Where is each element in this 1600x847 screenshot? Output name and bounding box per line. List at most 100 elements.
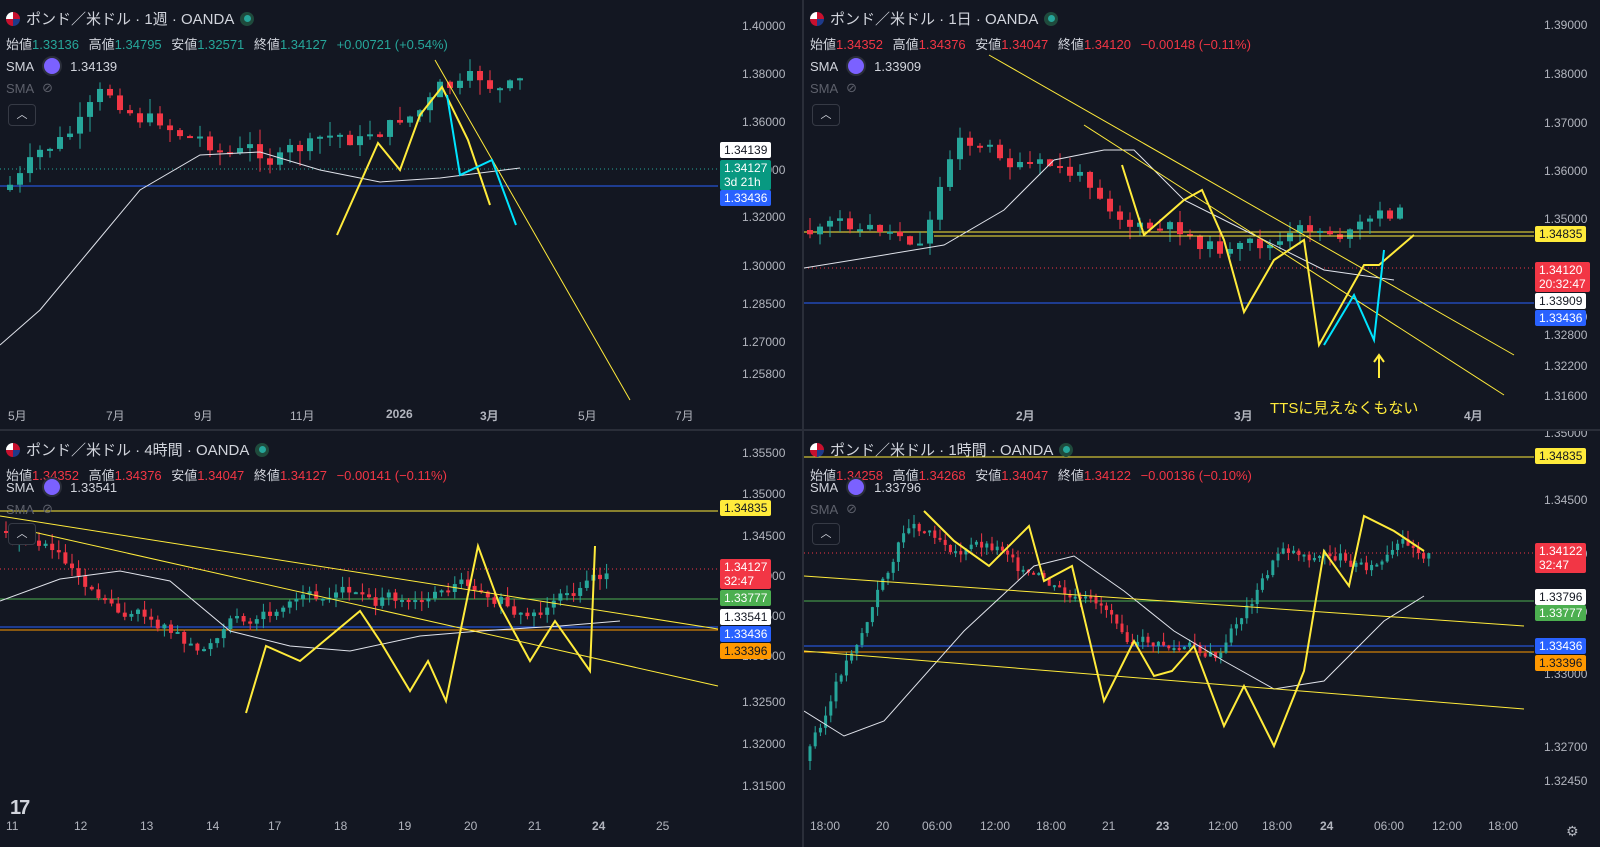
candle-body bbox=[373, 597, 378, 606]
weekly-sma-legend[interactable]: SMA 1.34139 bbox=[6, 56, 117, 76]
price-axis-label: 1.38000 bbox=[742, 67, 786, 81]
candle-body bbox=[207, 136, 213, 151]
h4-symbol-title[interactable]: ポンド／米ドル · 4時間 · OANDA bbox=[26, 442, 250, 459]
candle-body bbox=[1377, 210, 1383, 219]
h4-last-price-tag: 1.34127 32:47 bbox=[720, 559, 772, 589]
pane-divider-vertical[interactable] bbox=[802, 0, 804, 847]
candle-body bbox=[1427, 553, 1431, 559]
eye-off-icon[interactable]: ⊘ bbox=[846, 80, 858, 95]
weekly-symbol-title[interactable]: ポンド／米ドル · 1週 · OANDA bbox=[26, 11, 235, 28]
time-axis-label: 24 bbox=[1320, 819, 1334, 833]
candle-body bbox=[327, 135, 333, 138]
candle-body bbox=[1016, 557, 1020, 572]
h4-sma-legend[interactable]: SMA 1.33541 bbox=[6, 477, 117, 497]
pane-1h[interactable]: ポンド／米ドル · 1時間 · OANDA 始値1.34258 高値1.3426… bbox=[804, 431, 1600, 847]
trendline bbox=[1083, 124, 1505, 396]
weekly-sma-price-tag: 1.34139 bbox=[720, 142, 772, 158]
pane-daily[interactable]: ポンド／米ドル · 1日 · OANDA 始値1.34352 高値1.34376… bbox=[804, 0, 1600, 429]
h4-chart-canvas[interactable] bbox=[0, 431, 802, 847]
h1-chart-canvas[interactable] bbox=[804, 431, 1600, 847]
candle-body bbox=[1021, 569, 1025, 572]
h4-blue-line-tag: 1.33436 bbox=[720, 626, 772, 642]
candle-body bbox=[1077, 171, 1083, 176]
candle-body bbox=[1089, 596, 1093, 599]
h1-sma-hidden-legend[interactable]: SMA ⊘ bbox=[810, 501, 858, 517]
weekly-chart-canvas[interactable] bbox=[0, 0, 802, 429]
candle-body bbox=[927, 219, 933, 244]
candle-body bbox=[340, 586, 345, 593]
h1-sma-legend[interactable]: SMA 1.33796 bbox=[810, 477, 921, 497]
price-axis-label: 1.35000 bbox=[742, 487, 786, 501]
candle-body bbox=[413, 600, 418, 603]
price-axis-label: 1.32500 bbox=[742, 695, 786, 709]
pane-weekly[interactable]: ポンド／米ドル · 1週 · OANDA 始値1.33136 高値1.34795… bbox=[0, 0, 802, 429]
tradingview-logo-icon[interactable]: 17 bbox=[10, 797, 30, 819]
candle-body bbox=[357, 136, 363, 146]
time-axis-label: 7月 bbox=[675, 409, 694, 423]
chart-settings-gear-icon[interactable]: ⚙ bbox=[1566, 823, 1579, 839]
h4-sma-hidden-legend[interactable]: SMA ⊘ bbox=[6, 501, 54, 517]
time-axis-label: 18 bbox=[334, 819, 348, 833]
candle-body bbox=[1416, 547, 1420, 554]
candle-body bbox=[397, 120, 403, 123]
h1-symbol-title[interactable]: ポンド／米ドル · 1時間 · OANDA bbox=[830, 442, 1054, 459]
candle-body bbox=[837, 218, 843, 221]
eye-off-icon[interactable]: ⊘ bbox=[42, 80, 54, 95]
candle-body bbox=[77, 116, 83, 134]
candle-body bbox=[565, 593, 569, 596]
candle-body bbox=[1302, 554, 1306, 557]
candle-body bbox=[897, 231, 903, 237]
price-axis-label: 1.40000 bbox=[742, 19, 786, 33]
eye-off-icon[interactable]: ⊘ bbox=[42, 501, 54, 516]
candle-body bbox=[149, 616, 154, 620]
price-axis-label: 1.36000 bbox=[1544, 164, 1588, 178]
h4-ohlc: 始値1.34352 高値1.34376 安値1.34047 終値1.34127 … bbox=[6, 468, 447, 483]
candle-body bbox=[1287, 233, 1293, 242]
collapse-legend-button[interactable]: ︿ bbox=[8, 104, 36, 126]
eye-off-icon[interactable]: ⊘ bbox=[846, 501, 858, 516]
daily-annotation-text[interactable]: TTSに見えなくもない bbox=[1270, 400, 1419, 417]
candle-body bbox=[215, 638, 220, 644]
pane-4h[interactable]: ポンド／米ドル · 4時間 · OANDA 始値1.34352 高値1.3437… bbox=[0, 431, 802, 847]
collapse-legend-button[interactable]: ︿ bbox=[812, 523, 840, 545]
daily-chart-canvas[interactable] bbox=[804, 0, 1600, 429]
price-axis-label: 1.31600 bbox=[1544, 389, 1588, 403]
candle-body bbox=[1207, 241, 1213, 250]
time-axis-label: 12:00 bbox=[1208, 819, 1239, 833]
candle-body bbox=[1146, 636, 1150, 643]
candle-body bbox=[70, 563, 74, 569]
pane-divider-horizontal[interactable] bbox=[0, 429, 1600, 431]
daily-symbol-title[interactable]: ポンド／米ドル · 1日 · OANDA bbox=[830, 11, 1039, 28]
candle-body bbox=[954, 551, 958, 554]
candle-body bbox=[1422, 553, 1426, 559]
weekly-sma-hidden-legend[interactable]: SMA ⊘ bbox=[6, 80, 54, 96]
candle-body bbox=[1370, 564, 1374, 571]
candle-body bbox=[337, 134, 343, 137]
candle-body bbox=[1276, 553, 1280, 561]
h4-green-line-tag: 1.33777 bbox=[720, 590, 772, 606]
candle-body bbox=[43, 543, 48, 546]
collapse-legend-button[interactable]: ︿ bbox=[8, 523, 36, 545]
candle-body bbox=[261, 611, 266, 620]
candle-body bbox=[1217, 241, 1223, 254]
candle-body bbox=[400, 600, 404, 603]
daily-sma-legend[interactable]: SMA 1.33909 bbox=[810, 56, 921, 76]
candle-body bbox=[517, 78, 523, 81]
time-axis-label: 19 bbox=[398, 819, 412, 833]
candle-body bbox=[477, 71, 483, 81]
candle-body bbox=[387, 120, 393, 137]
candle-body bbox=[467, 71, 473, 81]
collapse-legend-button[interactable]: ︿ bbox=[812, 104, 840, 126]
candle-body bbox=[817, 226, 823, 235]
time-axis-label: 18:00 bbox=[1036, 819, 1067, 833]
candle-body bbox=[1084, 596, 1088, 599]
candle-body bbox=[525, 612, 530, 617]
candle-body bbox=[406, 600, 411, 603]
candle-body bbox=[127, 110, 133, 114]
candle-body bbox=[446, 590, 451, 593]
candle-body bbox=[107, 88, 113, 96]
candle-body bbox=[827, 220, 833, 227]
candle-body bbox=[1229, 628, 1233, 643]
candle-body bbox=[1151, 642, 1155, 647]
daily-sma-hidden-legend[interactable]: SMA ⊘ bbox=[810, 80, 858, 96]
